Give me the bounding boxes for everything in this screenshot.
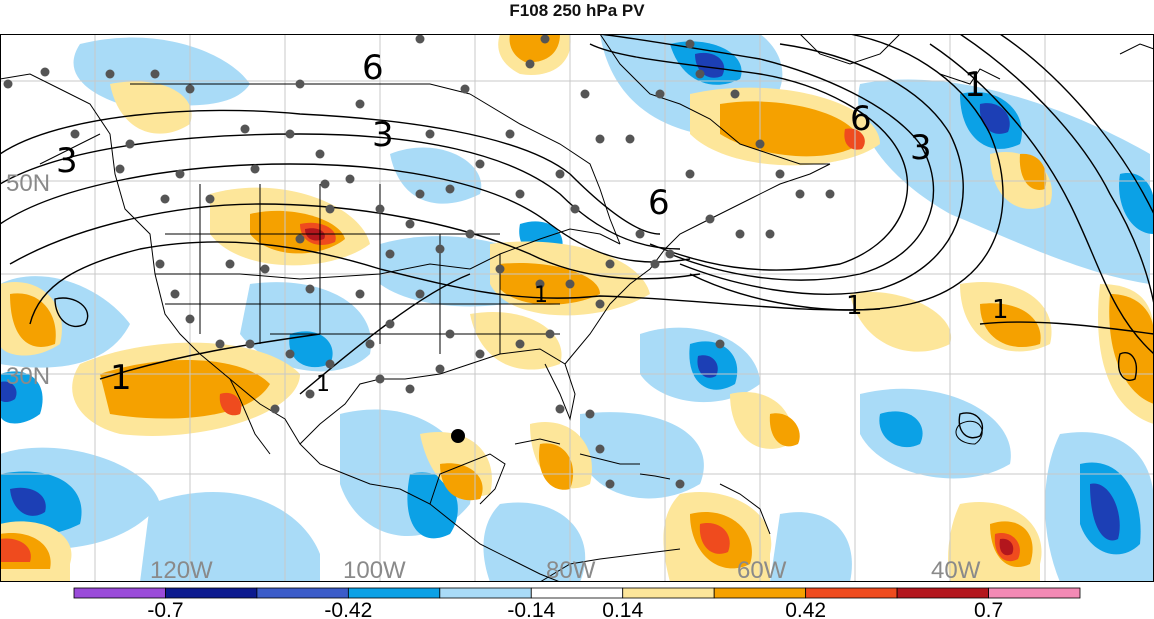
contour-label: 3 [56, 141, 78, 181]
contour-label: 6 [362, 48, 384, 88]
colorbar-ticks: -0.7 -0.42 -0.14 0.14 0.42 0.7 [147, 599, 1003, 619]
contour-label: 6 [850, 99, 872, 139]
lon-label: 80W [546, 557, 596, 582]
lon-label: 60W [737, 557, 787, 582]
colorbar-swatch [713, 587, 807, 599]
contour-label: 1 [964, 65, 986, 105]
colorbar-swatch [73, 587, 166, 599]
lat-label: 30N [6, 363, 50, 390]
colorbar-swatch [256, 587, 349, 599]
contour-label: 1 [846, 291, 863, 321]
colorbar-swatch [530, 587, 624, 599]
pv-map: 6 3 3 1 1 6 6 1 3 1 1 1 50N 30N 120W 100… [0, 34, 1154, 582]
lon-labels: 120W 100W 80W 60W 40W [150, 557, 981, 582]
observation-dots [3, 34, 835, 489]
colorbar-swatches [73, 587, 1081, 599]
contour-label: 1 [992, 295, 1009, 325]
colorbar-tick-label: -0.14 [507, 599, 555, 619]
plot-title: F108 250 hPa PV [509, 1, 645, 20]
colorbar-swatch [988, 587, 1081, 599]
colorbar-swatch [805, 587, 898, 599]
contour-label: 1 [110, 358, 132, 398]
colorbar-tick-label: 0.7 [974, 599, 1003, 619]
colorbar-tick-label: -0.7 [147, 599, 183, 619]
lon-label: 120W [150, 557, 213, 582]
colorbar-tick-label: 0.14 [602, 599, 643, 619]
storm-center-marker [451, 429, 465, 443]
contour-label: 6 [648, 183, 670, 223]
colorbar-tick-label: -0.42 [324, 599, 372, 619]
colorbar-tick-label: 0.42 [785, 599, 826, 619]
lat-labels: 50N 30N [6, 170, 50, 390]
colorbar-swatch [165, 587, 258, 599]
colorbar-swatch [347, 587, 441, 599]
lat-label: 50N [6, 170, 50, 197]
contour-label: 1 [534, 283, 548, 308]
colorbar: -0.7 -0.42 -0.14 0.14 0.42 0.7 [73, 587, 1081, 619]
colorbar-swatch [439, 587, 532, 599]
lon-label: 100W [343, 557, 406, 582]
pv-positive-strong-shading [0, 128, 1020, 562]
contour-label: 3 [372, 115, 394, 155]
lon-label: 40W [931, 557, 981, 582]
pv-negative-strong-shading [0, 52, 1120, 541]
colorbar-swatch [622, 587, 715, 599]
contour-labels: 6 3 3 1 1 6 6 1 3 1 1 1 [56, 48, 1009, 398]
contour-label: 3 [910, 128, 932, 168]
colorbar-swatch [896, 587, 989, 599]
contour-label: 1 [316, 372, 330, 397]
coastlines-and-borders [0, 34, 1154, 582]
